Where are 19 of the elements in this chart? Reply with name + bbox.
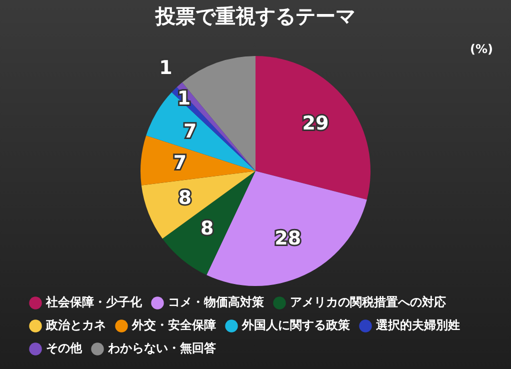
legend-label: 外国人に関する政策 bbox=[241, 318, 351, 332]
legend-label: 政治とカネ bbox=[45, 318, 106, 332]
data-label: 1 bbox=[159, 57, 172, 80]
data-label: 8 bbox=[178, 186, 192, 209]
legend-label: コメ・物価高対策 bbox=[168, 295, 265, 310]
legend-label: 選択的夫婦別姓 bbox=[375, 318, 460, 332]
data-label: 29 bbox=[302, 112, 329, 134]
text: (%) bbox=[470, 42, 493, 56]
legend-label: 社会保障・少子化 bbox=[45, 295, 143, 310]
legend-label: 外交・安全保障 bbox=[131, 318, 216, 332]
data-label: 8 bbox=[200, 217, 214, 240]
legend-label: わからない・無回答 bbox=[107, 341, 217, 356]
data-label: 1 bbox=[177, 87, 191, 110]
data-label: 7 bbox=[173, 152, 187, 174]
legend-label: アメリカの関税措置への対応 bbox=[290, 295, 446, 310]
chart-title: 投票で重視するテーマ bbox=[154, 4, 356, 28]
data-label: 7 bbox=[184, 120, 197, 142]
data-label: 28 bbox=[274, 228, 302, 250]
legend-label: その他 bbox=[46, 341, 83, 356]
